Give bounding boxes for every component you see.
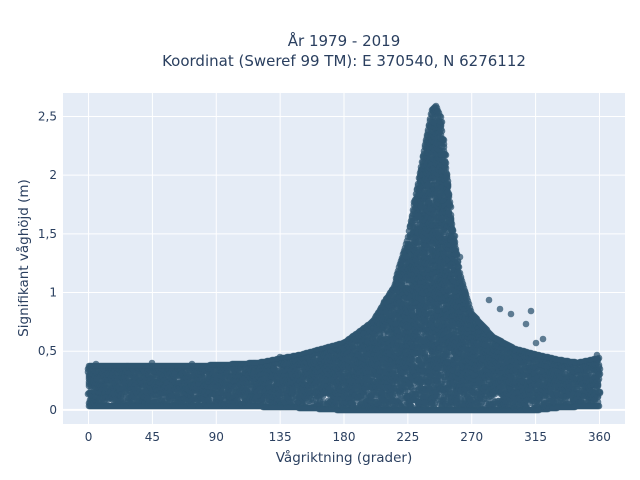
data-points <box>84 102 604 414</box>
chart-title-line-2: Koordinat (Sweref 99 TM): E 370540, N 62… <box>162 52 526 70</box>
chart-title-line-1: År 1979 - 2019 <box>288 31 401 50</box>
